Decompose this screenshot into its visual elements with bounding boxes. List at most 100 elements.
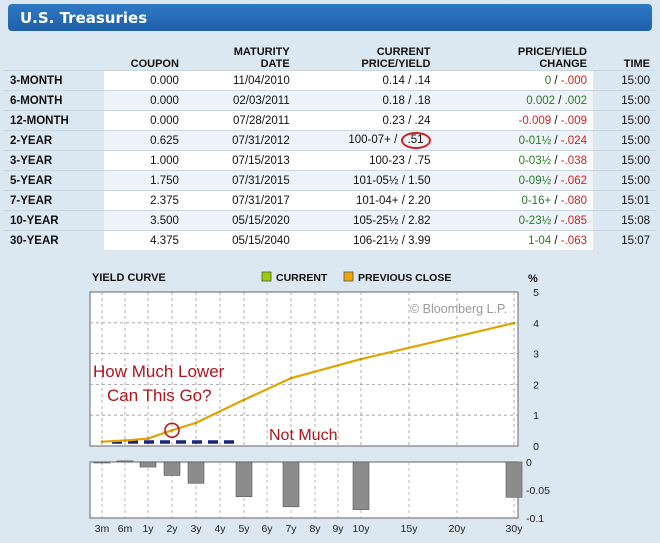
value-separator: / <box>398 174 409 187</box>
change-y-tick-label: -0.1 <box>526 513 544 525</box>
change-bar-6m <box>116 460 134 463</box>
current-price: 0.23 <box>382 114 405 127</box>
legend-label-current: CURRENT <box>276 272 328 284</box>
yield-change: -.009 <box>560 114 587 127</box>
x-tick-label-7y: 7y <box>285 523 297 535</box>
value-separator: / <box>551 234 561 247</box>
highlight-circle-2y <box>164 422 180 439</box>
x-tick-label-9y: 9y <box>332 523 344 535</box>
change-bar-7y <box>282 461 300 508</box>
current-price: 106-21½ <box>353 234 399 247</box>
value-separator: / <box>551 74 561 87</box>
x-tick-label-6y: 6y <box>261 523 273 535</box>
maturity-name-cell: 2-YEAR <box>4 130 104 151</box>
legend-swatch-current <box>261 271 272 282</box>
current-price: 101-04+ <box>355 194 399 207</box>
data-point-2y <box>170 428 174 432</box>
time-cell: 15:01 <box>593 190 656 211</box>
table-row[interactable]: 5-YEAR 1.750 07/31/2015 101-05½ / 1.50 0-09½… <box>4 170 656 191</box>
data-point-3m <box>100 440 104 443</box>
change-bar-3y <box>187 461 205 484</box>
price-yield-cell: 0.23 / .24 <box>295 110 437 131</box>
x-tick-label-6m: 6m <box>118 523 133 535</box>
treasuries-table-wrap: COUPON MATURITY DATE CURRENT PRICE/YIELD PRIC… <box>4 40 656 250</box>
maturity-date-cell: 07/28/2011 <box>184 110 296 131</box>
legend-label-previous: PREVIOUS CLOSE <box>358 272 451 284</box>
data-point-10y <box>359 357 363 361</box>
maturity-date-cell: 07/31/2015 <box>184 170 296 191</box>
x-tick-label-8y: 8y <box>309 523 321 535</box>
current-yield: 1.50 <box>408 174 431 187</box>
y-tick-label: 5 <box>533 287 539 299</box>
plot-frame <box>89 291 519 447</box>
table-row[interactable]: 3-YEAR 1.000 07/15/2013 100-23 / .75 0-03½ /… <box>4 150 656 171</box>
table-row[interactable]: 7-YEAR 2.375 07/31/2017 101-04+ / 2.20 0-16+… <box>4 190 656 211</box>
value-separator: / <box>551 134 561 147</box>
current-price: 100-07+ <box>348 134 391 146</box>
coupon-cell: 0.625 <box>103 130 185 151</box>
change-cell: 0-03½ / -.038 <box>436 150 593 171</box>
value-separator: / <box>404 154 415 167</box>
current-yield: .14 <box>414 74 431 87</box>
change-bar-5y <box>235 461 253 498</box>
price-yield-cell: 100-23 / .75 <box>295 150 437 171</box>
value-separator: / <box>551 154 561 167</box>
table-row[interactable]: 3-MONTH 0.000 11/04/2010 0.14 / .14 0 / -.00… <box>4 70 656 91</box>
x-tick-label-4y: 4y <box>214 523 226 535</box>
change-plot-frame <box>89 461 519 519</box>
time-cell: 15:00 <box>593 130 656 151</box>
coupon-cell: 4.375 <box>103 230 185 250</box>
coupon-cell: 3.500 <box>103 210 185 231</box>
maturity-date-cell: 07/15/2013 <box>184 150 296 171</box>
value-separator: / <box>404 114 415 127</box>
coupon-cell: 0.000 <box>103 90 185 111</box>
value-separator: / <box>404 94 415 107</box>
price-yield-cell: 0.14 / .14 <box>295 70 437 91</box>
y-tick-label: 1 <box>533 410 539 422</box>
price-change: 0.002 <box>526 94 556 107</box>
y-tick-label: 4 <box>533 318 539 330</box>
table-row[interactable]: 2-YEAR 0.625 07/31/2012 100-07+ / .51 0-01½ … <box>4 130 656 151</box>
annotation-question-line2: Can This Go? <box>107 386 212 405</box>
change-bar-2y <box>163 461 181 476</box>
change-y-tick-label: 0 <box>526 457 532 469</box>
coupon-cell: 1.000 <box>103 150 185 171</box>
change-bar-30y <box>505 461 523 498</box>
price-change: 0-09½ <box>518 174 552 187</box>
maturity-date-cell: 07/31/2017 <box>184 190 296 211</box>
change-cell: 1-04 / -.063 <box>436 230 593 250</box>
yield-curve-svg: YIELD CURVE CURRENT PREVIOUS CLOSE % 0 1 2 3 4 5 ©… <box>89 271 550 535</box>
current-yield: .18 <box>414 94 431 107</box>
maturity-date-cell: 07/31/2012 <box>184 130 296 151</box>
column-header-name <box>4 40 104 71</box>
table-row[interactable]: 6-MONTH 0.000 02/03/2011 0.18 / .18 0.002 / … <box>4 90 656 111</box>
price-yield-cell: 0.18 / .18 <box>295 90 437 111</box>
annotation-answer: Not Much <box>269 427 337 444</box>
yield-curve-chart: YIELD CURVE CURRENT PREVIOUS CLOSE% 0 1 2 3 4 5 ©… <box>86 262 576 538</box>
price-change: 0-16+ <box>521 194 552 207</box>
treasuries-table: COUPON MATURITY DATE CURRENT PRICE/YIELD PRIC… <box>4 40 656 250</box>
price-change: 1-04 <box>528 234 552 247</box>
change-cell: 0-09½ / -.062 <box>436 170 593 191</box>
table-row[interactable]: 10-YEAR 3.500 05/15/2020 105-25½ / 2.82 0-23… <box>4 210 656 231</box>
current-price: 101-05½ <box>353 174 399 187</box>
table-row[interactable]: 12-MONTH 0.000 07/28/2011 0.23 / .24 -0.009 … <box>4 110 656 131</box>
x-tick-label-1y: 1y <box>142 523 154 535</box>
yield-change: -.038 <box>560 154 587 167</box>
current-price: 0.14 <box>382 74 405 87</box>
price-change: 0-01½ <box>518 134 552 147</box>
maturity-date-cell: 05/15/2040 <box>184 230 296 250</box>
yield-change: .002 <box>564 94 587 107</box>
table-row[interactable]: 30-YEAR 4.375 05/15/2040 106-21½ / 3.99 1-04… <box>4 230 656 250</box>
change-cell: 0-16+ / -.080 <box>436 190 593 211</box>
change-cell: 0.002 / .002 <box>436 90 593 111</box>
coupon-cell: 0.000 <box>103 110 185 131</box>
maturity-date-cell: 11/04/2010 <box>184 70 296 91</box>
maturity-name-cell: 30-YEAR <box>4 230 104 250</box>
data-point-30y <box>512 321 516 325</box>
change-y-tick-label: -0.05 <box>526 485 550 497</box>
current-price: 105-25½ <box>353 214 399 227</box>
change-bar-3m <box>93 461 111 464</box>
coupon-cell: 2.375 <box>103 190 185 211</box>
time-cell: 15:00 <box>593 70 656 91</box>
